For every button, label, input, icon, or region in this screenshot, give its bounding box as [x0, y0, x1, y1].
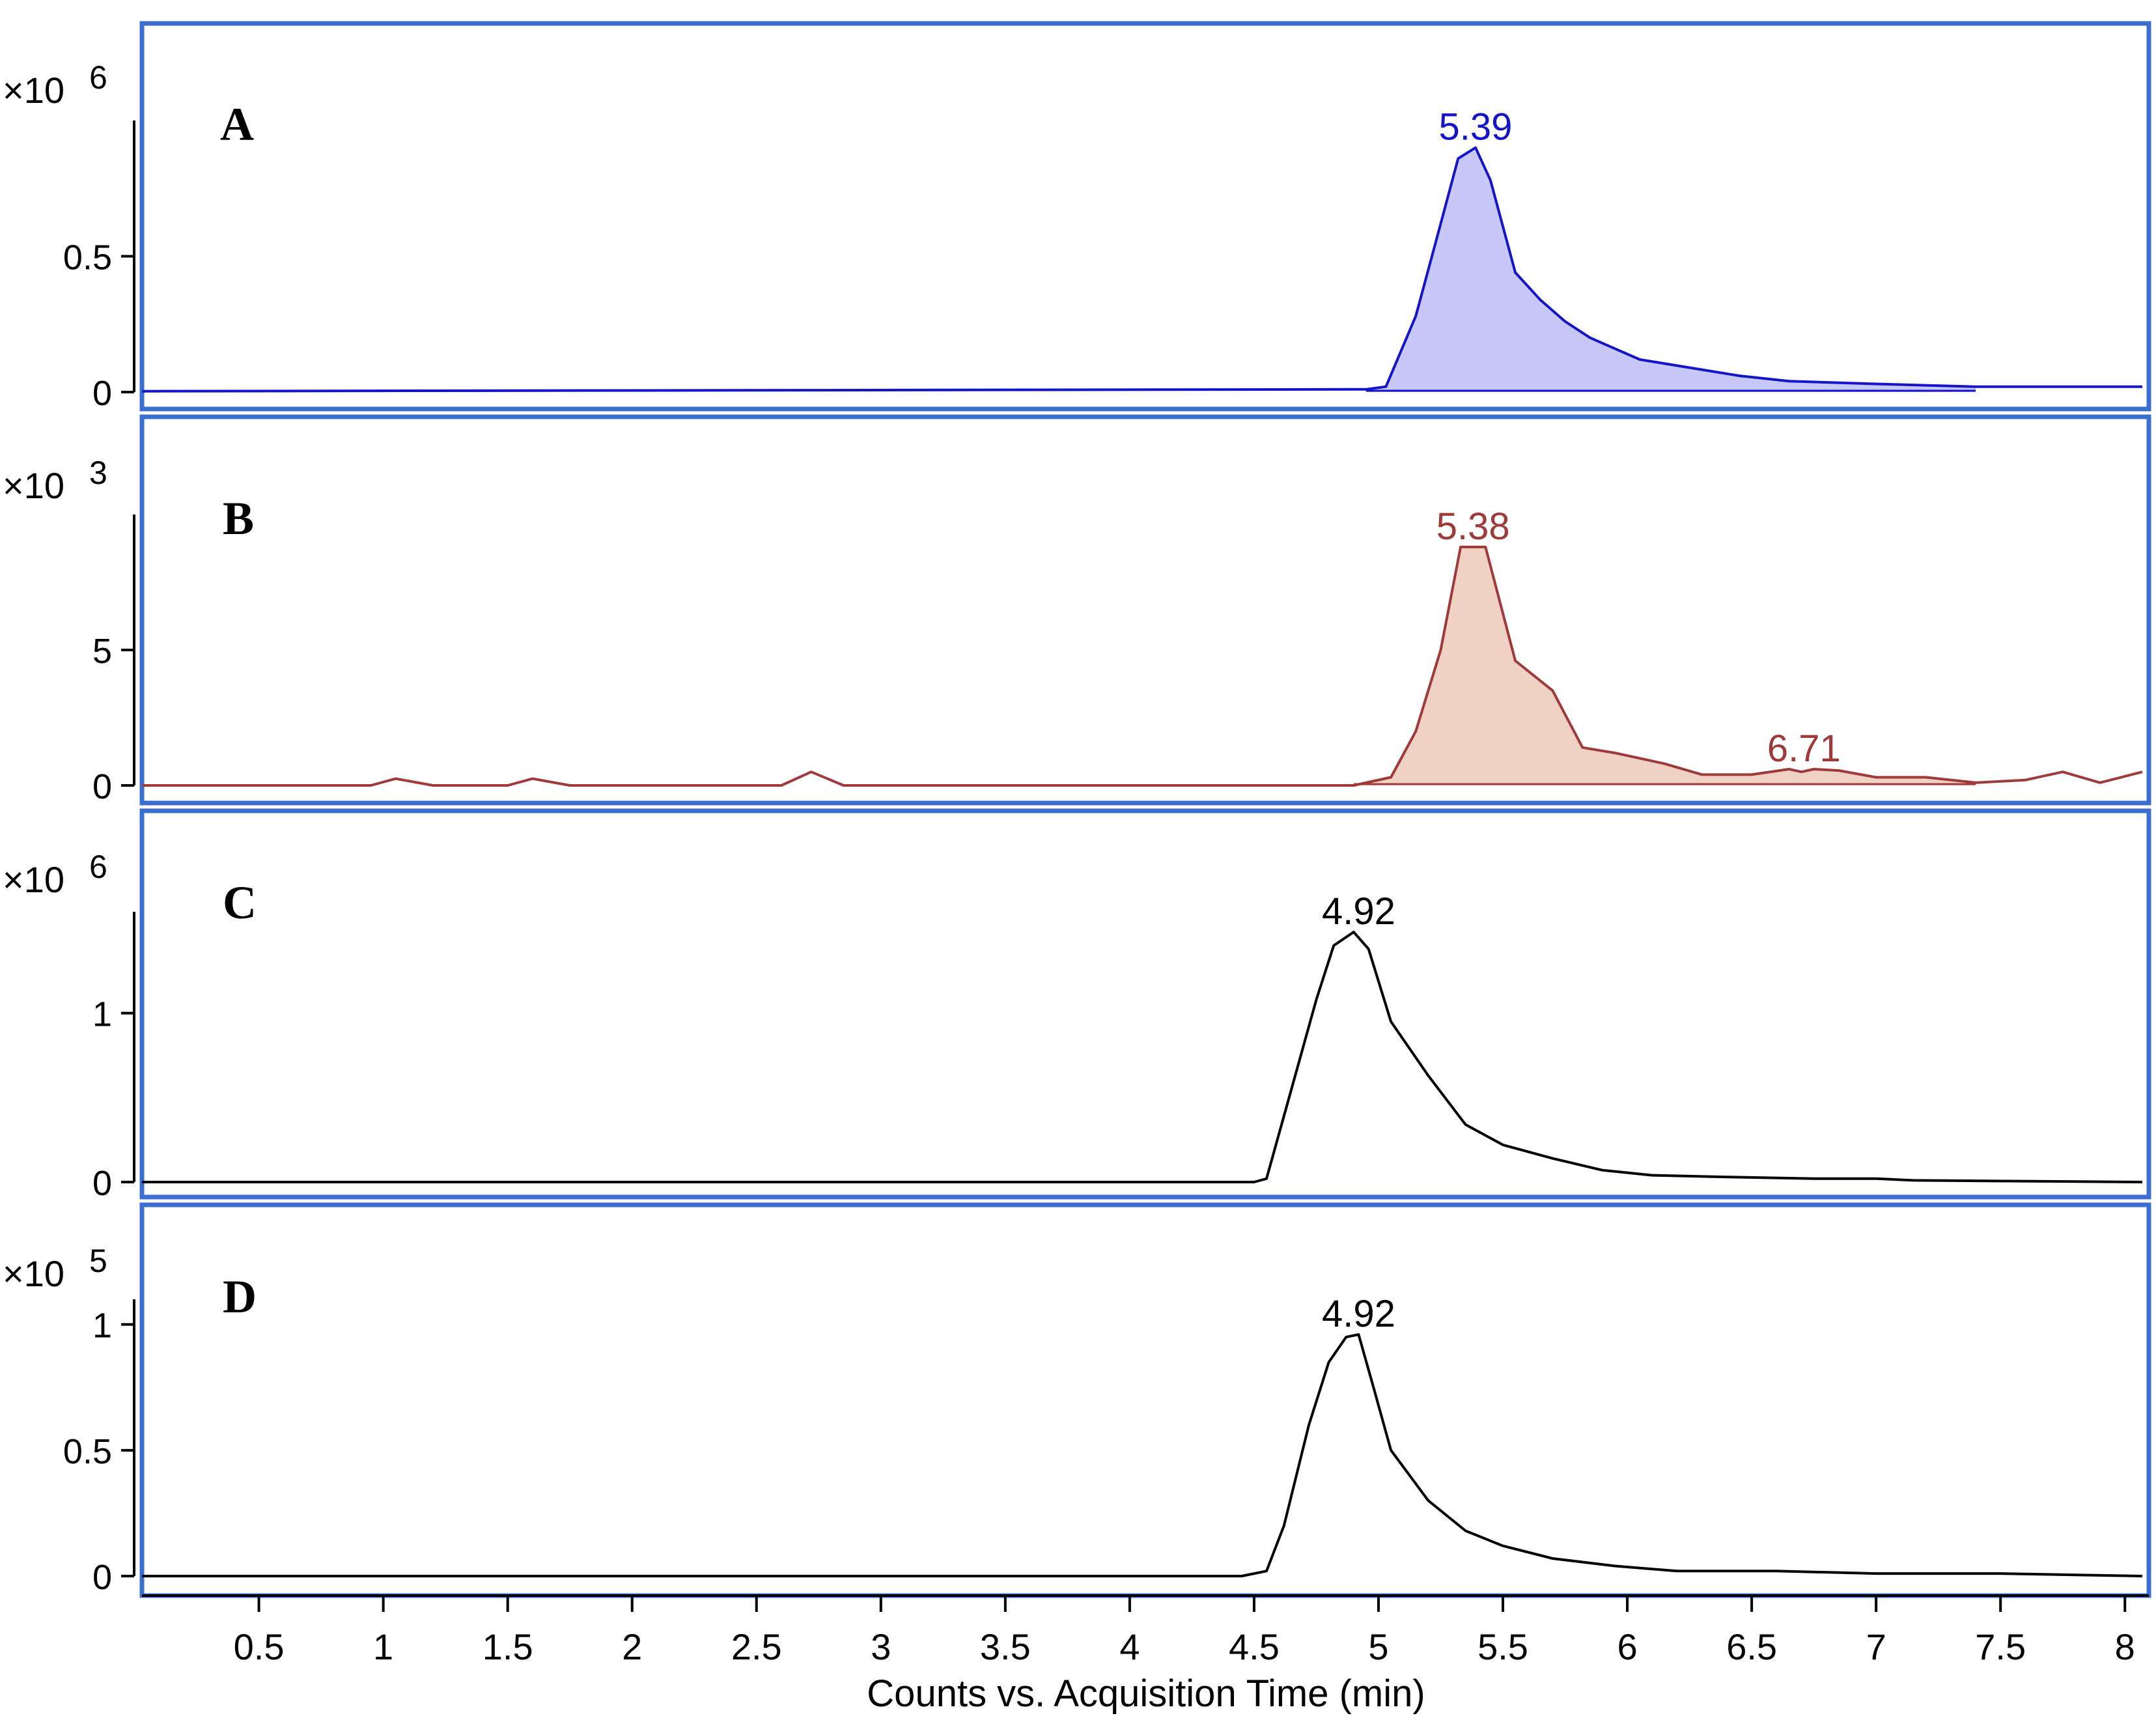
exponent-base-d: ×10: [3, 1253, 64, 1294]
y-tick-label-a-1: 0.5: [63, 238, 112, 277]
exponent-base-a: ×10: [3, 70, 64, 111]
exponent-power-b: 3: [89, 455, 107, 491]
y-tick-label-a-0: 0: [92, 374, 112, 413]
exponent-base-b: ×10: [3, 465, 64, 506]
peak-label-b-0: 5.38: [1436, 505, 1510, 548]
x-tick-label: 5.5: [1477, 1626, 1528, 1667]
series-line-c: [142, 931, 2143, 1183]
x-tick-label: 1.5: [483, 1626, 533, 1667]
x-axis: 0.5 1 1.5 2 2.5 3 3.5 4 4.5 5 5.5 6 6.5 …: [142, 1594, 2149, 1715]
x-tick-label: 0.5: [234, 1626, 285, 1667]
panel-a: A ×10 6 0 0.5 5.39: [3, 21, 2151, 413]
panel-frame: [139, 21, 2151, 412]
x-tick-label: 2: [622, 1626, 642, 1667]
x-tick-label: 4.5: [1229, 1626, 1280, 1667]
panel-c: C ×10 6 0 1 4.92: [3, 808, 2151, 1203]
peak-label-d-0: 4.92: [1322, 1293, 1395, 1335]
peak-label-a-0: 5.39: [1439, 106, 1513, 148]
x-tick-label: 4: [1119, 1626, 1140, 1667]
panel-d: D ×10 5 0 0.5 1 4.92: [3, 1202, 2151, 1598]
panel-frame: [139, 1202, 2151, 1598]
y-tick-label-d-0: 0: [92, 1558, 112, 1597]
x-tick-label: 6.5: [1726, 1626, 1777, 1667]
series-line-a: [141, 146, 2142, 393]
x-tick-label: 3: [871, 1626, 891, 1667]
series-line-b: [142, 545, 2143, 787]
panel-frame: [139, 414, 2151, 806]
peak-area-fill: [1365, 147, 1976, 392]
panel-label-c: C: [223, 877, 257, 929]
panel-b: B ×10 3 0 5 5.38 6.71: [3, 414, 2151, 806]
series-line-d: [142, 1333, 2143, 1577]
exponent-base-c: ×10: [3, 859, 64, 900]
x-tick-label: 2.5: [731, 1626, 782, 1667]
x-tick-label: 5: [1368, 1626, 1388, 1667]
x-tick-label: 6: [1617, 1626, 1637, 1667]
panel-label-b: B: [223, 492, 254, 544]
panel-label-d: D: [223, 1271, 257, 1323]
y-tick-label-c-0: 0: [92, 1164, 112, 1203]
x-tick-label: 1: [373, 1626, 393, 1667]
x-tick-label: 8: [2115, 1626, 2135, 1667]
panel-frame: [139, 808, 2151, 1200]
panel-label-a: A: [220, 98, 254, 150]
y-tick-label-b-0: 0: [92, 767, 112, 806]
peak-label-b-1: 6.71: [1767, 727, 1841, 770]
x-tick-label: 7.5: [1975, 1626, 2026, 1667]
peak-label-c-0: 4.92: [1322, 890, 1395, 933]
exponent-power-c: 6: [89, 849, 107, 885]
x-axis-title: Counts vs. Acquisition Time (min): [867, 1672, 1425, 1715]
x-tick-label: 7: [1866, 1626, 1886, 1667]
peak-area-fill: [1353, 546, 1976, 785]
y-tick-label-b-1: 5: [92, 632, 112, 671]
x-tick-label: 3.5: [980, 1626, 1031, 1667]
y-tick-label-c-1: 1: [92, 995, 112, 1034]
y-tick-label-d-1: 0.5: [63, 1432, 112, 1471]
exponent-power-d: 5: [89, 1243, 107, 1279]
exponent-power-a: 6: [89, 59, 107, 96]
y-tick-label-d-2: 1: [92, 1306, 112, 1346]
